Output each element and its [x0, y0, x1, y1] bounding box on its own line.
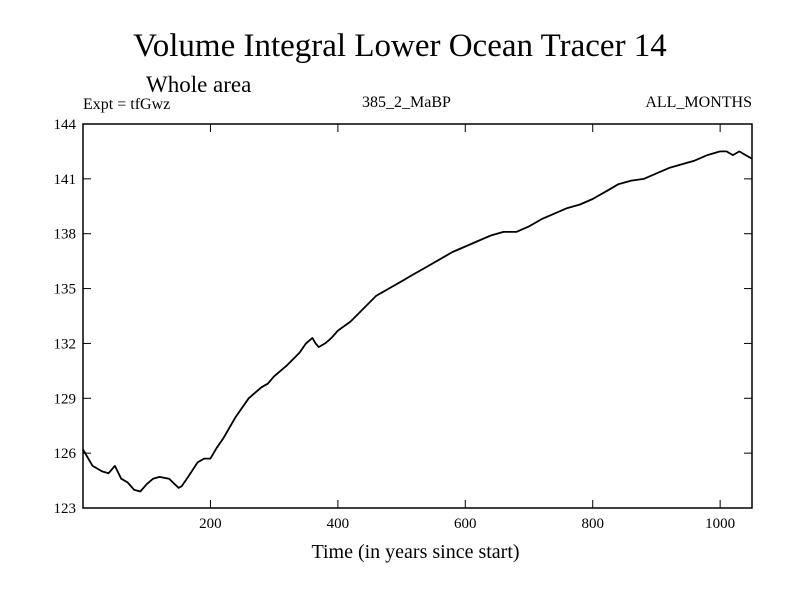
y-tick-label: 138 — [54, 227, 77, 243]
months-label: ALL_MONTHS — [645, 94, 752, 111]
series-line — [82, 150, 753, 493]
x-tick-label: 1000 — [705, 516, 735, 532]
x-tick-label: 200 — [199, 516, 222, 532]
run-label: 385_2_MaBP — [362, 94, 451, 111]
y-tick-label: 132 — [54, 336, 77, 352]
x-tick-label: 800 — [581, 516, 604, 532]
x-axis-label: Time (in years since start) — [311, 541, 519, 563]
plot-frame — [82, 123, 753, 509]
x-tick-label: 400 — [327, 516, 350, 532]
x-tick-label: 600 — [454, 516, 477, 532]
y-tick-label: 129 — [54, 391, 77, 407]
y-tick-label: 123 — [54, 501, 77, 517]
y-tick-label: 141 — [54, 172, 77, 188]
chart-title: Volume Integral Lower Ocean Tracer 14 — [133, 28, 667, 64]
y-tick-label: 126 — [54, 446, 77, 462]
y-tick-label: 144 — [54, 117, 77, 133]
y-tick-label: 135 — [54, 282, 77, 298]
experiment-label: Expt = tfGwz — [83, 96, 171, 113]
chart-subtitle: Whole area — [146, 72, 252, 97]
